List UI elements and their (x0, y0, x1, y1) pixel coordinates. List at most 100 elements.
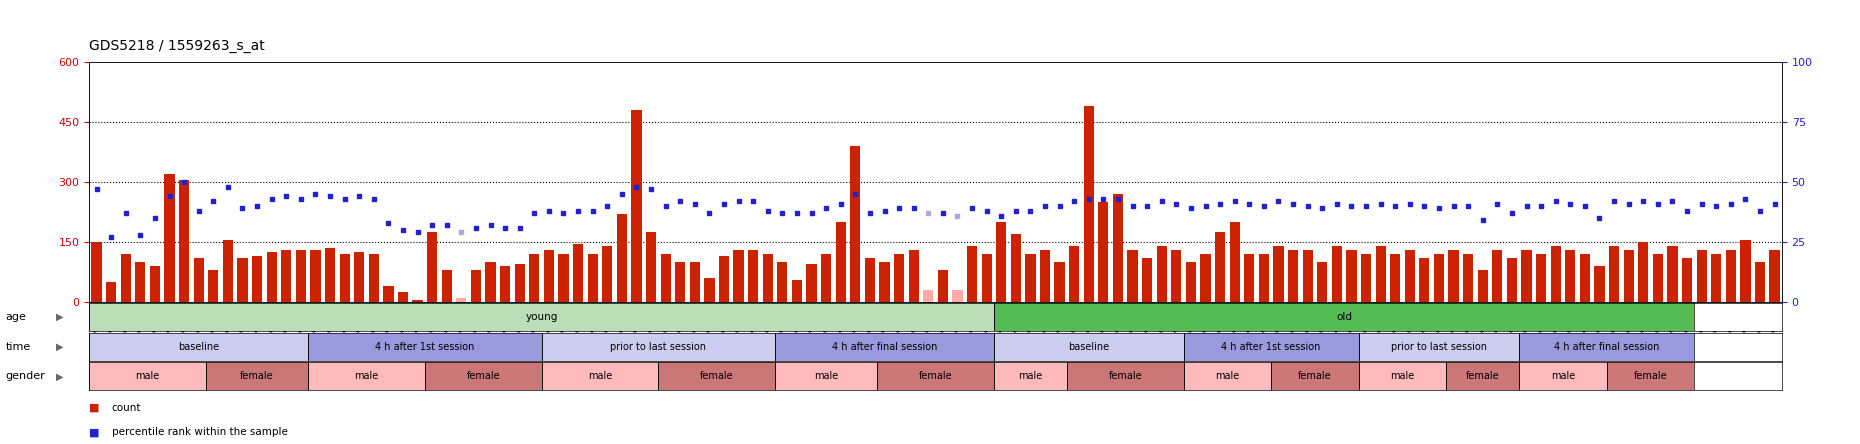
Text: male: male (1215, 371, 1239, 381)
Bar (952, 290, 963, 302)
Bar (1302, 250, 1313, 302)
Text: baseline: baseline (179, 341, 219, 352)
Bar (1654, 254, 1663, 302)
Bar (675, 262, 684, 302)
Bar (1172, 250, 1181, 302)
Bar (515, 264, 525, 302)
Bar (792, 280, 802, 302)
Bar (1259, 254, 1269, 302)
Bar (895, 254, 904, 302)
Bar (89, 333, 309, 361)
Bar (865, 258, 874, 302)
Text: male: male (1391, 371, 1415, 381)
Bar (1419, 258, 1430, 302)
Bar (1507, 258, 1518, 302)
Bar (541, 333, 776, 361)
Bar (413, 300, 422, 302)
Bar (1521, 250, 1531, 302)
Bar (618, 214, 627, 302)
Text: 4 h after 1st session: 4 h after 1st session (1222, 341, 1321, 352)
Text: ▶: ▶ (56, 371, 63, 381)
Bar (1362, 254, 1371, 302)
Bar (748, 250, 759, 302)
Bar (1070, 246, 1079, 302)
Bar (471, 270, 482, 302)
Bar (193, 258, 205, 302)
Bar (441, 270, 452, 302)
Bar (1183, 333, 1358, 361)
Bar (89, 303, 993, 331)
Bar (398, 292, 407, 302)
Bar (573, 244, 584, 302)
Bar (485, 262, 495, 302)
Text: prior to last session: prior to last session (1391, 341, 1486, 352)
Bar (1274, 246, 1283, 302)
Bar (880, 262, 889, 302)
Bar (1084, 106, 1094, 302)
Text: male: male (815, 371, 839, 381)
Bar (151, 266, 160, 302)
Bar (1347, 250, 1356, 302)
Bar (820, 254, 831, 302)
Bar (908, 250, 919, 302)
Bar (1447, 362, 1520, 390)
Text: prior to last session: prior to last session (610, 341, 707, 352)
Bar (645, 232, 657, 302)
Bar (106, 282, 117, 302)
Bar (993, 333, 1183, 361)
Bar (1754, 262, 1765, 302)
Bar (937, 270, 949, 302)
Bar (353, 252, 365, 302)
Bar (1639, 242, 1648, 302)
Bar (1376, 246, 1386, 302)
Bar (1624, 250, 1633, 302)
Text: ■: ■ (89, 428, 100, 437)
Text: female: female (1633, 371, 1667, 381)
Bar (923, 290, 934, 302)
Bar (1434, 254, 1443, 302)
Bar (1741, 240, 1750, 302)
Bar (1389, 254, 1401, 302)
Bar (1696, 250, 1707, 302)
Text: ■: ■ (89, 403, 100, 413)
Bar (1579, 254, 1590, 302)
Bar (603, 246, 612, 302)
Bar (658, 362, 776, 390)
Bar (136, 262, 145, 302)
Bar (1270, 362, 1358, 390)
Text: male: male (1017, 371, 1043, 381)
Bar (1536, 254, 1546, 302)
Bar (1358, 362, 1447, 390)
Text: female: female (919, 371, 952, 381)
Bar (1681, 258, 1693, 302)
Text: ▶: ▶ (56, 341, 63, 352)
Bar (340, 254, 350, 302)
Bar (720, 256, 729, 302)
Text: male: male (355, 371, 379, 381)
Bar (266, 252, 277, 302)
Text: GDS5218 / 1559263_s_at: GDS5218 / 1559263_s_at (89, 39, 264, 53)
Bar (1667, 246, 1678, 302)
Bar (383, 286, 394, 302)
Bar (1404, 250, 1415, 302)
Bar (208, 270, 218, 302)
Bar (558, 254, 569, 302)
Bar (1112, 194, 1123, 302)
Bar (1358, 333, 1520, 361)
Bar (835, 222, 846, 302)
Bar (1287, 250, 1298, 302)
Bar (164, 174, 175, 302)
Bar (223, 240, 232, 302)
Bar (997, 222, 1006, 302)
Bar (776, 362, 878, 390)
Bar (763, 254, 774, 302)
Bar (1187, 262, 1196, 302)
Bar (1594, 266, 1605, 302)
Bar (690, 262, 699, 302)
Text: 4 h after final session: 4 h after final session (1555, 341, 1659, 352)
Bar (733, 250, 744, 302)
Text: female: female (699, 371, 733, 381)
Bar (1244, 254, 1254, 302)
Bar (1183, 362, 1270, 390)
Bar (206, 362, 309, 390)
